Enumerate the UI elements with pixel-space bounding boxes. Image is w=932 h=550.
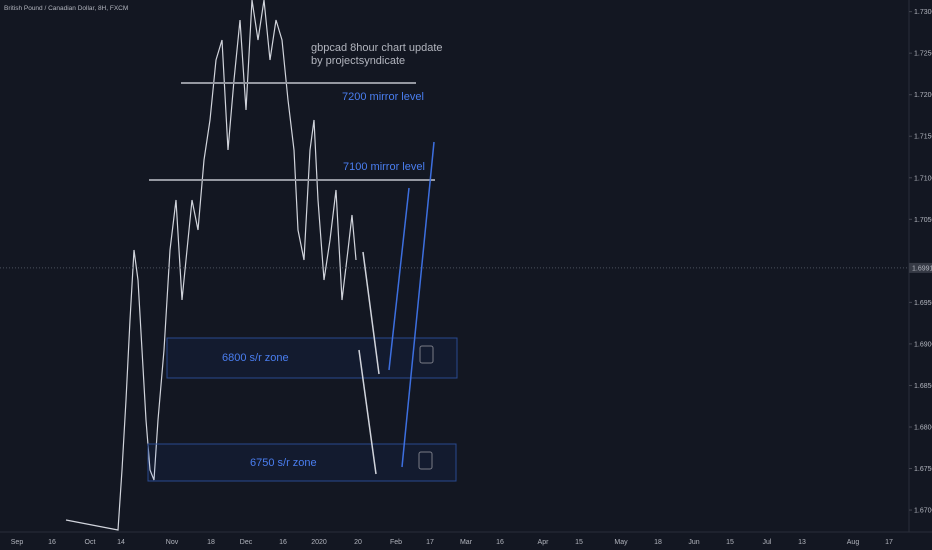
symbol-header: British Pound / Canadian Dollar, 8H, FXC… <box>4 5 128 12</box>
time-tick-label: 13 <box>798 539 806 546</box>
time-tick-label: 16 <box>279 539 287 546</box>
time-tick-label: 18 <box>654 539 662 546</box>
time-tick-label: 16 <box>496 539 504 546</box>
time-tick-label: Mar <box>460 539 473 546</box>
alert-icon[interactable] <box>419 345 434 364</box>
time-tick-label: 17 <box>426 539 434 546</box>
price-tick-label: 1.69000 <box>914 341 932 348</box>
annotation-title: gbpcad 8hour chart update <box>311 42 443 54</box>
time-tick-label: 15 <box>575 539 583 546</box>
price-tick-label: 1.67500 <box>914 466 932 473</box>
projection-line <box>401 141 435 468</box>
price-tick-label: 1.72000 <box>914 92 932 99</box>
last-price-badge <box>909 262 932 273</box>
time-tick-label: 18 <box>207 539 215 546</box>
annotation-level: 7100 mirror level <box>343 161 425 173</box>
time-tick-label: 17 <box>885 539 893 546</box>
annotation-author: by projectsyndicate <box>311 55 405 67</box>
projection-line <box>388 187 410 371</box>
time-tick-label: Dec <box>240 539 253 546</box>
time-tick-label: Nov <box>166 539 179 546</box>
time-tick-label: Jun <box>688 539 699 546</box>
price-candles <box>65 0 357 531</box>
time-tick-label: 20 <box>354 539 362 546</box>
price-tick-label: 1.67000 <box>914 508 932 515</box>
time-tick-label: 2020 <box>311 539 327 546</box>
price-tick-label: 1.71000 <box>914 175 932 182</box>
alert-icon[interactable] <box>418 451 433 470</box>
annotation-zone: 6750 s/r zone <box>250 457 317 469</box>
time-tick-label: Apr <box>538 539 550 546</box>
price-tick-label: 1.68000 <box>914 424 932 431</box>
time-tick-label: Sep <box>11 539 24 546</box>
last-price-label: 1.69915 <box>912 265 932 272</box>
time-tick-label: 16 <box>48 539 56 546</box>
time-tick-label: Oct <box>85 539 96 546</box>
price-tick-label: 1.72500 <box>914 51 932 58</box>
price-tick-label: 1.68500 <box>914 383 932 390</box>
zone-6750 <box>147 443 457 482</box>
annotation-zone: 6800 s/r zone <box>222 352 289 364</box>
price-tick-label: 1.69500 <box>914 300 932 307</box>
time-tick-label: Jul <box>763 539 772 546</box>
projection-line <box>358 349 377 475</box>
price-tick-label: 1.71500 <box>914 134 932 141</box>
time-tick-label: Aug <box>847 539 860 546</box>
time-tick-label: 14 <box>117 539 125 546</box>
price-tick-label: 1.73000 <box>914 9 932 16</box>
time-tick-label: Feb <box>390 539 402 546</box>
time-tick-label: 15 <box>726 539 734 546</box>
zone-6800 <box>166 337 458 379</box>
time-tick-label: May <box>614 539 628 546</box>
annotation-level: 7200 mirror level <box>342 91 424 103</box>
price-tick-label: 1.70500 <box>914 217 932 224</box>
projection-line <box>362 251 380 375</box>
